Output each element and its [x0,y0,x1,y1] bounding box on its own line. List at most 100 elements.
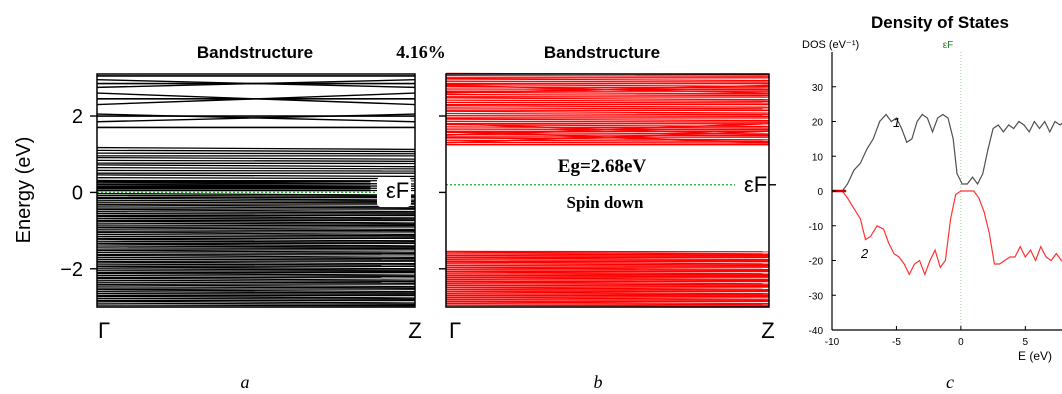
panel-a-band-23 [96,268,416,271]
panel-c-xtick-label-1: -5 [892,337,901,348]
panel-a-band-41 [96,238,416,242]
panel-c-xtick-label-3: 5 [1023,337,1029,348]
panel-c-ytick-label-6: 20 [812,118,824,129]
panel-a-band-38 [96,243,416,247]
panel-a-fermi-label: εF [386,178,409,203]
panel-a: Bandstructure εF −2 0 2 Energy (eV) Γ Z a [13,43,422,392]
panel-b-band-20 [445,277,770,281]
panel-a-band-2 [96,302,416,305]
panel-a-fermi-label-box [377,177,411,207]
panel-a-band-98 [96,113,416,123]
panel-b-gap-label: Eg=2.68eV [558,156,647,177]
panel-b-band-30 [445,263,770,266]
panel-b-title: Bandstructure [544,43,660,62]
panel-b-band-3 [445,301,770,305]
panel-b-band-49 [445,126,770,129]
panel-a-band-65 [96,199,416,203]
panel-a-band-31 [96,254,416,258]
panel-a-band-54 [96,217,416,220]
panel-b-band-59 [445,107,770,110]
panel-c-ytick-label-0: -40 [809,326,824,337]
panel-c-ytick-label-7: 30 [812,83,824,94]
panel-c-ytick-label-3: -10 [809,222,824,233]
panel-a-ylabel: Energy (eV) [13,137,35,244]
panel-a-band-52 [96,220,416,224]
strain-label: 4.16% [396,42,446,62]
panel-b-band-19 [445,278,770,282]
panel-c-series-1-line [832,113,1062,192]
panel-b-band-8 [445,294,770,297]
panel-a-band-55 [96,215,416,219]
panel-b-xtick-z: Z [761,318,774,343]
panel-a-band-37 [96,245,416,248]
panel-b-xtick-gamma: Γ [449,318,461,343]
panel-b-band-2 [445,302,770,306]
panel-b-spin-label: Spin down [566,193,644,212]
panel-b-y-ticks [439,115,776,270]
panel-a-ytick-label-2: 2 [72,106,83,128]
panel-c-label: c [946,372,954,392]
panel-c-ylabel: DOS (eV⁻¹) [802,39,859,51]
panel-b-band-38 [445,251,770,255]
panel-b-band-73 [445,80,770,83]
panel-c-ytick-label-4: 0 [817,187,823,198]
panel-b-band-13 [445,287,770,290]
panel-a-ytick-label-1: 0 [72,182,83,204]
panel-b-frame [445,73,770,308]
panel-b-band-63 [445,99,770,102]
panel-a-band-48 [96,227,416,231]
panel-b-band-16 [445,283,770,286]
panel-a-band-69 [96,192,416,196]
panel-a-band-8 [96,292,416,295]
panel-a-band-96 [96,79,416,89]
panel-b-band-67 [445,91,770,95]
panel-a-band-20 [96,272,416,276]
panel-b-band-29 [445,264,770,267]
panel-b-band-53 [445,118,770,122]
panel-a-band-82 [96,159,416,162]
panel-a-band-57 [96,212,416,215]
panel-a-band-12 [96,286,416,289]
panel-a-band-40 [96,240,416,243]
panel-a-band-26 [96,263,416,266]
panel-b-band-43 [445,137,770,141]
panel-c-xlabel: E (eV) [1018,349,1052,363]
panel-a-band-78 [96,169,416,172]
panel-b-band-57 [445,110,770,114]
panel-b-band-52 [445,120,770,123]
panel-a-band-29 [96,258,416,261]
panel-b-band-17 [445,281,770,285]
panel-a-band-16 [96,279,416,283]
panel-b-band-64 [445,97,770,101]
panel-a-band-15 [96,281,416,284]
panel-a-band-76 [96,174,416,178]
panel-b-band-26 [445,268,770,272]
panel-a-frame [96,73,416,308]
panel-a-band-33 [96,252,416,255]
panel-a-band-6 [96,295,416,299]
panel-b-fermi-label: εF [744,172,767,197]
panel-c: Density of States DOS (eV⁻¹) εF -40 -30 -2… [802,13,1062,392]
panel-b-band-41 [445,141,770,144]
panel-a-band-22 [96,270,416,273]
panel-b-band-22 [445,274,770,277]
panel-c-series-1-label: 1 [893,115,900,130]
panel-b-band-6 [445,297,770,300]
panel-a-band-85 [96,152,416,155]
panel-b-band-9 [445,292,770,296]
panel-b-band-31 [445,261,770,265]
panel-b-band-24 [445,271,770,275]
panel-a-title: Bandstructure [197,43,313,62]
panel-a-band-19 [96,274,416,278]
panel-c-axes: -40 -30 -20 -10 0 10 20 30 -10 -5 0 5 [809,52,1062,348]
panel-a-ytick-label-0: −2 [60,259,83,281]
panel-b-band-33 [445,259,770,262]
panel-c-xtick-label-2: 0 [958,337,964,348]
panel-a-band-61 [96,206,416,209]
panel-b-band-36 [445,254,770,257]
panel-a-band-87 [96,146,416,151]
panel-b-band-81 [445,122,770,136]
panel-b-bands [445,72,770,308]
panel-a-band-80 [96,164,416,168]
